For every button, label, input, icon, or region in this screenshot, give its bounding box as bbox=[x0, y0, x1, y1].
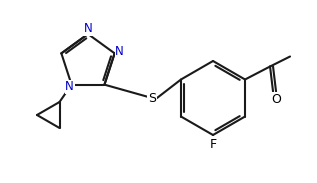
Text: F: F bbox=[210, 139, 217, 152]
Text: N: N bbox=[65, 80, 74, 93]
Text: N: N bbox=[84, 23, 92, 36]
Text: S: S bbox=[148, 92, 156, 104]
Text: O: O bbox=[271, 93, 281, 106]
Text: N: N bbox=[115, 45, 124, 58]
